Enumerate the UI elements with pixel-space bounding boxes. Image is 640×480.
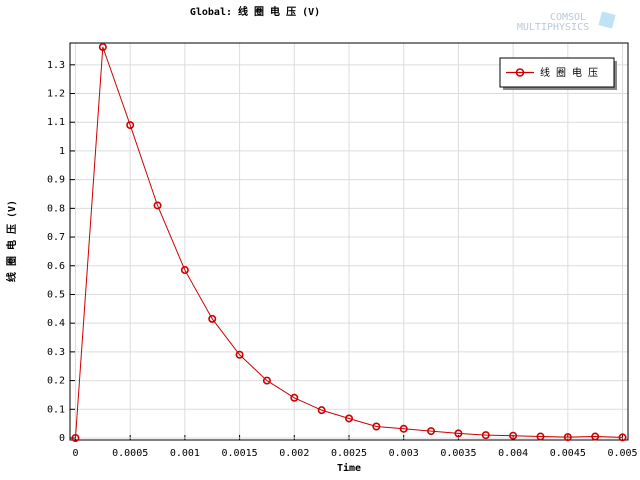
y-tick-label: 0.2 <box>47 376 65 387</box>
data-point <box>509 431 518 440</box>
y-tick-label: 0.1 <box>47 404 65 415</box>
y-tick-label: 0 <box>59 433 65 444</box>
x-axis-label: Time <box>337 462 361 474</box>
y-tick-label: 1 <box>59 146 65 157</box>
data-point <box>372 422 381 431</box>
x-tick-label: 0.0005 <box>112 448 148 459</box>
y-tick-label: 0.5 <box>47 289 65 300</box>
data-point <box>454 429 463 438</box>
x-tick-label: 0 <box>72 448 78 459</box>
data-point <box>208 314 217 323</box>
y-tick-label: 0.8 <box>47 203 65 214</box>
data-point <box>180 266 189 275</box>
data-point <box>153 201 162 210</box>
data-point <box>126 121 135 130</box>
logo-text: COMSOL <box>550 12 586 23</box>
plot-frame <box>69 42 629 441</box>
y-tick-label: 0.3 <box>47 347 65 358</box>
data-point <box>262 376 271 385</box>
x-tick-label: 0.0045 <box>550 448 586 459</box>
logo-cube <box>598 11 616 29</box>
legend-label: 线 圈 电 压 <box>540 66 598 79</box>
logo-text: MULTIPHYSICS <box>517 22 589 33</box>
data-point <box>235 350 244 359</box>
data-point <box>427 427 436 436</box>
data-point <box>618 433 627 442</box>
x-tick-label: 0.0035 <box>440 448 476 459</box>
data-point <box>536 432 545 441</box>
data-point <box>591 432 600 441</box>
y-tick-label: 1.1 <box>47 117 65 128</box>
y-tick-label: 0.4 <box>47 318 65 329</box>
x-tick-label: 0.005 <box>607 448 637 459</box>
y-tick-label: 0.9 <box>47 175 65 186</box>
y-tick-label: 0.6 <box>47 261 65 272</box>
chart-title: Global: 线 圈 电 压 (V) <box>190 5 320 18</box>
x-tick-label: 0.001 <box>170 448 200 459</box>
data-point <box>290 393 299 402</box>
legend-marker <box>515 68 525 77</box>
y-tick-label: 0.7 <box>47 232 65 243</box>
data-point <box>481 431 490 440</box>
data-point <box>317 406 326 415</box>
x-tick-label: 0.003 <box>389 448 419 459</box>
x-tick-label: 0.0025 <box>331 448 367 459</box>
y-tick-label: 1.3 <box>47 60 65 71</box>
x-tick-label: 0.0015 <box>222 448 258 459</box>
x-tick-label: 0.002 <box>279 448 309 459</box>
data-point <box>399 424 408 433</box>
data-point <box>344 414 353 423</box>
y-tick-label: 1.2 <box>47 89 65 100</box>
y-axis-label: 线 圈 电 压 (V) <box>5 200 18 282</box>
data-point <box>98 43 107 52</box>
data-point <box>71 433 80 442</box>
data-line <box>74 46 623 439</box>
data-point <box>563 433 572 442</box>
x-tick-label: 0.004 <box>498 448 528 459</box>
